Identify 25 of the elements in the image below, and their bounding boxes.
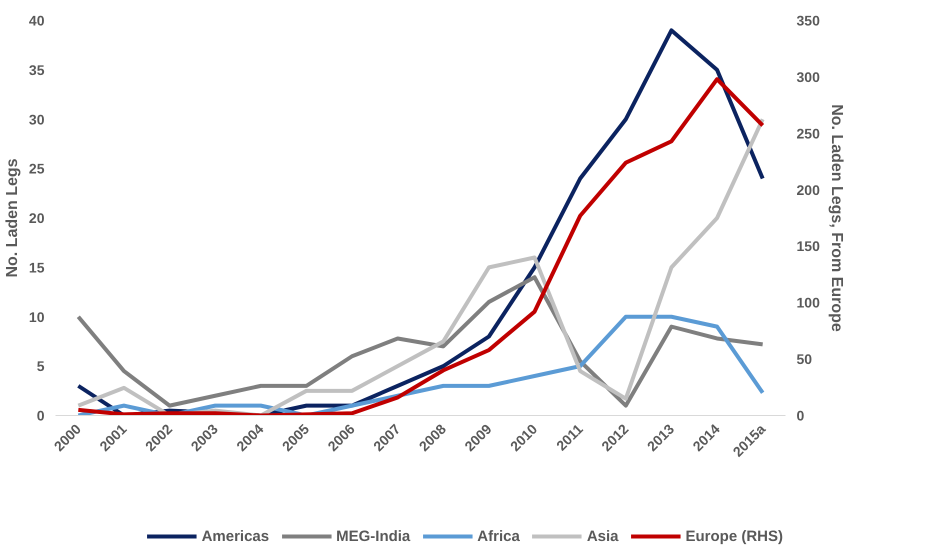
y2-tick-label: 150 [796, 238, 820, 254]
y-tick-label: 35 [28, 62, 45, 78]
y-tick-label: 25 [28, 160, 45, 177]
y2-tick-label: 0 [796, 408, 804, 424]
y2-tick-label: 350 [796, 12, 820, 28]
y-tick-label: 5 [36, 358, 45, 374]
y-tick-label: 15 [28, 259, 45, 276]
y-tick-label: 10 [28, 308, 45, 325]
y2-tick-label: 100 [796, 294, 820, 311]
legend-label: Americas [202, 528, 270, 544]
y-tick-label: 20 [28, 210, 45, 226]
y-tick-label: 30 [28, 111, 45, 128]
legend-label: Asia [586, 528, 618, 544]
y2-tick-label: 200 [796, 182, 820, 198]
legend-label: Africa [477, 528, 520, 544]
y-tick-label: 0 [36, 408, 45, 424]
line-series [76, 275, 765, 408]
y2-tick-label: 300 [796, 68, 820, 85]
y-axis-title: No. Laden Legs [4, 158, 21, 278]
y2-tick-label: 50 [796, 351, 812, 368]
legend-label: Europe (RHS) [686, 528, 783, 544]
y2-axis-title: No. Laden Legs, From Europe [828, 104, 845, 332]
y-tick-label: 40 [28, 12, 45, 28]
legend-label: MEG-India [336, 528, 410, 544]
y2-tick-label: 250 [796, 125, 820, 142]
